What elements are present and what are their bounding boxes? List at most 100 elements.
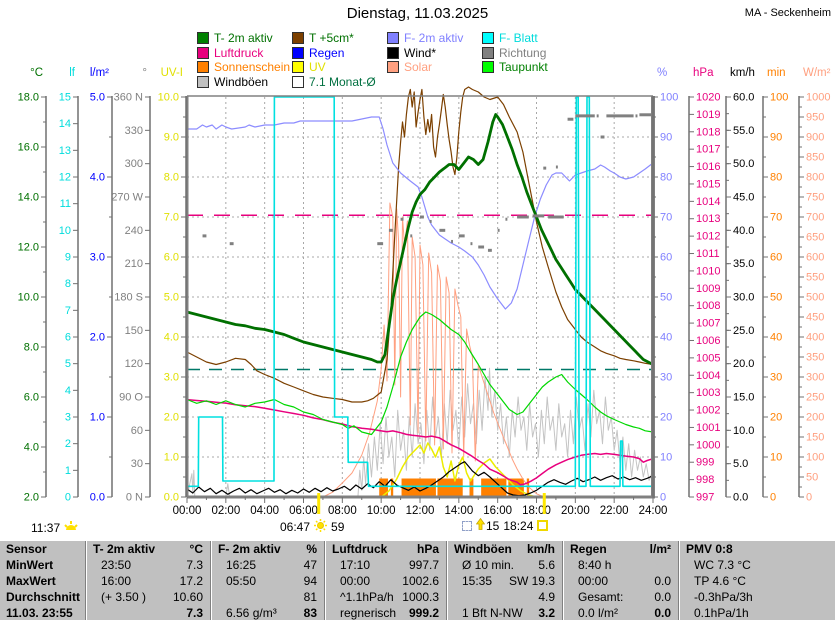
x-tick-label: 00:00 bbox=[173, 505, 202, 517]
axis-tick-label: 50.0 bbox=[733, 158, 754, 170]
legend-label: Sonnenschein bbox=[214, 60, 291, 74]
legend-label: T- 2m aktiv bbox=[214, 31, 273, 45]
half-sun-icon bbox=[64, 521, 78, 535]
axis-tick-label: 12.0 bbox=[18, 242, 39, 254]
axis-tick-label: 20.0 bbox=[733, 358, 754, 370]
table-column-header: Regen bbox=[570, 542, 607, 556]
x-tick-label: 22:00 bbox=[600, 505, 629, 517]
axis-tick-label: 1005 bbox=[696, 352, 720, 364]
legend-label: UV bbox=[309, 60, 326, 74]
axis-tick-label: 1003 bbox=[696, 387, 720, 399]
axis-tick-label: 18.0 bbox=[18, 92, 39, 104]
axis-tick-label: 50 bbox=[660, 292, 672, 304]
legend-swatch-icon bbox=[387, 61, 399, 73]
legend-item: Regen bbox=[292, 46, 344, 60]
sunset-annotation: 15 18:24 bbox=[462, 517, 549, 533]
axis-tick-label: 4.0 bbox=[90, 172, 105, 184]
marker-square-icon bbox=[462, 520, 472, 531]
axis-tick-label: 1019 bbox=[696, 109, 720, 121]
table-cell-value: 7.3 bbox=[186, 606, 203, 620]
x-tick-label: 18:00 bbox=[522, 505, 551, 517]
table-cell-value: 47 bbox=[303, 558, 317, 572]
legend-item: Solar bbox=[387, 60, 432, 74]
axis-tick-label: 14 bbox=[59, 118, 71, 130]
legend-swatch-icon bbox=[197, 61, 209, 73]
axis-tick-label: 150 bbox=[125, 325, 143, 337]
axis-tick-label: 200 bbox=[806, 412, 824, 424]
axis-unit-label: l/m² bbox=[90, 67, 109, 79]
axis-tick-label: 60 bbox=[131, 425, 143, 437]
axis-tick-label: 10 bbox=[59, 225, 71, 237]
axis-tick-label: 5 bbox=[65, 358, 71, 370]
axis-°: ° 0 N 30 60 90 O 120 150 180 S 210 240 270 W 300 330… bbox=[111, 67, 151, 504]
axis-tick-label: 100 bbox=[806, 452, 824, 464]
day-length-annotation: 11:37 bbox=[31, 521, 78, 535]
axis-tick-label: 6.0 bbox=[24, 392, 39, 404]
axis-tick-label: 300 bbox=[806, 372, 824, 384]
marker-value: 15 bbox=[486, 518, 500, 533]
table-cell-value: 5.6 bbox=[538, 558, 555, 572]
table-cell-info: 15:35 bbox=[462, 574, 493, 588]
axis-tick-label: 2.0 bbox=[164, 412, 179, 424]
legend-label: Taupunkt bbox=[499, 60, 548, 74]
axis-tick-label: 80 bbox=[660, 172, 672, 184]
table-cell-value: 81 bbox=[303, 590, 317, 604]
axis-tick-label: 15.0 bbox=[733, 392, 754, 404]
axis-tick-label: 20 bbox=[770, 412, 782, 424]
table-cell-value: 3.2 bbox=[538, 606, 555, 620]
table-cell-value: 0.0 bbox=[654, 606, 671, 620]
table-cell-value: 7.3 bbox=[186, 558, 203, 572]
table-cell-value: 4.9 bbox=[538, 590, 555, 604]
axis-tick-label: 60.0 bbox=[733, 92, 754, 104]
axis-tick-label: 1015 bbox=[696, 178, 720, 190]
axis-tick-label: 3.0 bbox=[164, 372, 179, 384]
axis-tick-label: 1000 bbox=[806, 92, 830, 104]
axis-tick-label: 1018 bbox=[696, 126, 720, 138]
series-t5cm bbox=[186, 86, 654, 403]
sunrise-time: 06:47 bbox=[280, 520, 311, 534]
page-title: Dienstag, 11.03.2025 bbox=[346, 5, 489, 22]
axis-unit-label: UV-I bbox=[161, 67, 183, 79]
table-cell-info: 0.1hPa/1h bbox=[694, 606, 749, 620]
series-richtung bbox=[202, 113, 652, 252]
axis-tick-label: 0 bbox=[65, 492, 71, 504]
axis-tick-label: 1011 bbox=[696, 248, 720, 260]
axis-unit-label: W/m² bbox=[803, 67, 831, 79]
axis-tick-label: 360 N bbox=[114, 92, 143, 104]
axis-tick-label: 1.0 bbox=[164, 452, 179, 464]
axis-unit-label: °C bbox=[30, 67, 43, 79]
axis-tick-label: 0 N bbox=[126, 492, 143, 504]
table-cell-info: 05:50 bbox=[226, 574, 257, 588]
legend-item: Taupunkt bbox=[482, 60, 548, 74]
axis-tick-label: 70 bbox=[770, 212, 782, 224]
legend-swatch-icon bbox=[292, 61, 304, 73]
series-t2m bbox=[186, 113, 654, 366]
axis-tick-label: 998 bbox=[696, 474, 714, 486]
table-cell-info: (+ 3.50 ) bbox=[101, 590, 147, 604]
axis-%: % 0 10 20 30 40 50 60 70 80 90 100 bbox=[652, 67, 678, 504]
legend-item: F- Blatt bbox=[482, 31, 538, 45]
table-cell-info: WC 7.3 °C bbox=[694, 558, 751, 572]
table-cell-info: Ø 10 min. bbox=[462, 558, 515, 572]
axis-tick-label: 350 bbox=[806, 352, 824, 364]
axis-tick-label: 120 bbox=[125, 358, 143, 370]
axis-tick-label: 30 bbox=[770, 372, 782, 384]
table-cell-info: 16:25 bbox=[226, 558, 257, 572]
series-f2m bbox=[187, 116, 654, 310]
legend-swatch-icon bbox=[292, 75, 304, 88]
table-column-separator bbox=[446, 541, 448, 620]
axis-tick-label: 5.0 bbox=[733, 458, 748, 470]
legend-label: Luftdruck bbox=[214, 45, 264, 60]
axis-tick-label: 30 bbox=[131, 458, 143, 470]
axis-tick-label: 0.0 bbox=[164, 492, 179, 504]
table-cell-value: SW 19.3 bbox=[508, 574, 555, 588]
table-column-unit: l/m² bbox=[649, 542, 671, 556]
legend-label: F- Blatt bbox=[499, 31, 538, 45]
axis-tick-label: 1000 bbox=[696, 439, 720, 451]
axis-tick-label: 240 bbox=[125, 225, 143, 237]
table-column-separator bbox=[562, 541, 564, 620]
series-f_blatt bbox=[187, 96, 653, 488]
x-tick-label: 06:00 bbox=[289, 505, 318, 517]
axis-UV-I: UV-I 0.0 1.0 2.0 3.0 4.0 5.0 6.0 7.0 8.0 9.0 10.0 bbox=[158, 67, 187, 504]
table-cell-value: 0.0 bbox=[654, 590, 671, 604]
